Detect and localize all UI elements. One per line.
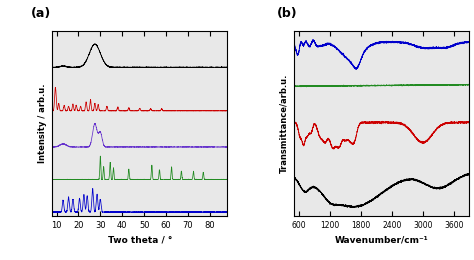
X-axis label: Two theta / °: Two theta / ° — [108, 235, 172, 244]
X-axis label: Wavenumber/cm⁻¹: Wavenumber/cm⁻¹ — [335, 235, 428, 244]
Y-axis label: Transmittance/arb.u.: Transmittance/arb.u. — [280, 74, 289, 173]
Text: (b): (b) — [276, 7, 297, 20]
Text: (a): (a) — [31, 7, 51, 20]
Y-axis label: Intensity / arb.u.: Intensity / arb.u. — [37, 84, 46, 163]
